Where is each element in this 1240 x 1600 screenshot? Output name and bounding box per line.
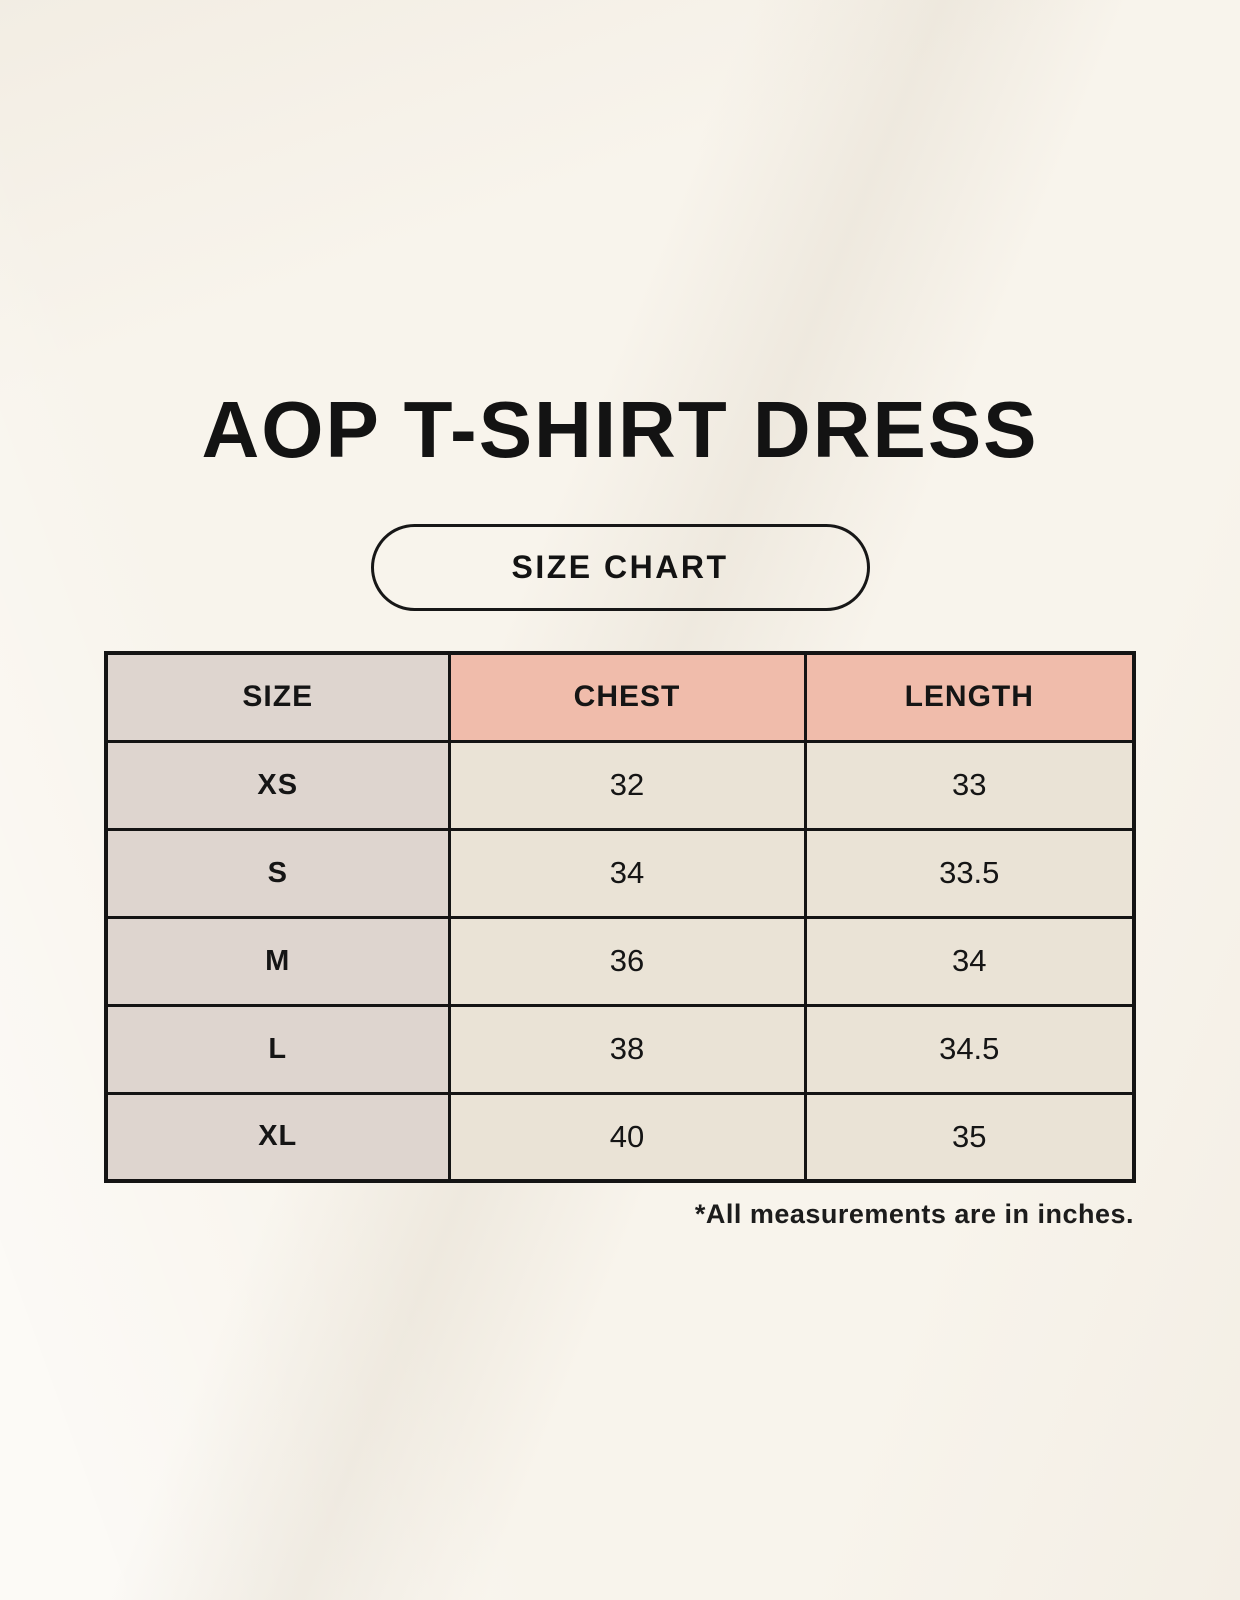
- chest-value: 36: [447, 915, 807, 1007]
- chest-value: 40: [447, 1091, 807, 1183]
- length-value: 34: [803, 915, 1136, 1007]
- chest-value: 34: [447, 827, 807, 919]
- chest-value: 32: [447, 739, 807, 831]
- size-label: M: [104, 915, 451, 1007]
- length-value: 35: [803, 1091, 1136, 1183]
- size-chart-table: SIZE CHEST LENGTH XS 32 33 S 34 33.5 M 3…: [104, 651, 1136, 1183]
- table-row: M 36 34: [104, 915, 1136, 1007]
- page-title: AOP T-SHIRT DRESS: [201, 385, 1039, 474]
- length-value: 33: [803, 739, 1136, 831]
- size-label: S: [104, 827, 451, 919]
- column-header-size: SIZE: [104, 651, 451, 743]
- size-chart-badge: SIZE CHART: [370, 524, 870, 611]
- length-value: 33.5: [803, 827, 1136, 919]
- column-header-length: LENGTH: [803, 651, 1136, 743]
- table-row: L 38 34.5: [104, 1003, 1136, 1095]
- chest-value: 38: [447, 1003, 807, 1095]
- table-row: XL 40 35: [104, 1091, 1136, 1183]
- measurements-footnote: *All measurements are in inches.: [694, 1199, 1134, 1229]
- size-label: L: [104, 1003, 451, 1095]
- table-header-row: SIZE CHEST LENGTH: [104, 651, 1136, 743]
- size-label: XL: [104, 1091, 451, 1183]
- column-header-chest: CHEST: [447, 651, 807, 743]
- size-label: XS: [104, 739, 451, 831]
- length-value: 34.5: [803, 1003, 1136, 1095]
- size-chart-badge-label: SIZE CHART: [511, 549, 729, 585]
- table-row: XS 32 33: [104, 739, 1136, 831]
- table-row: S 34 33.5: [104, 827, 1136, 919]
